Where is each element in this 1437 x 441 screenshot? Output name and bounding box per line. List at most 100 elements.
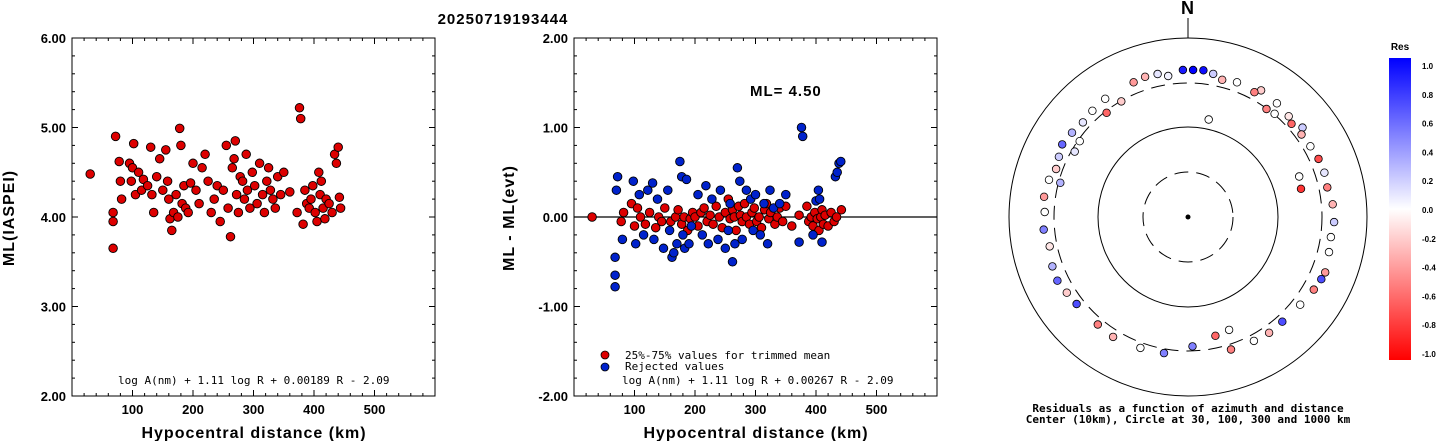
colorbar-tick-labels: 1.0 0.8 0.6 0.4 0.2 0.0 -0.2 -0.4 -0.6 -0.8 -1.0 xyxy=(1422,62,1436,359)
data-point xyxy=(635,212,646,222)
x-tick-label: 200 xyxy=(684,402,706,417)
data-point xyxy=(611,185,622,195)
data-point xyxy=(618,207,629,218)
data-point xyxy=(233,207,244,218)
data-points xyxy=(587,122,847,292)
colorbar-tick-label: 0.6 xyxy=(1422,120,1434,129)
data-point xyxy=(331,158,342,169)
data-point xyxy=(644,207,655,218)
data-point xyxy=(333,142,343,152)
data-point xyxy=(320,214,330,224)
colorbar-label: Res xyxy=(1391,42,1410,53)
data-point xyxy=(754,212,764,222)
residual-point xyxy=(1306,142,1315,151)
data-point xyxy=(188,158,198,169)
data-point xyxy=(265,185,276,195)
residual-point xyxy=(1053,276,1062,285)
data-point xyxy=(796,122,807,133)
residual-point xyxy=(1153,69,1162,79)
data-point xyxy=(108,207,118,218)
residual-point xyxy=(1317,275,1326,284)
data-point xyxy=(335,203,346,213)
ml-annotation: ML= 4.50 xyxy=(750,83,822,100)
data-point xyxy=(108,216,118,227)
x-tick-labels: 100 200 300 400 500 xyxy=(122,402,386,417)
data-point xyxy=(669,248,679,258)
residual-point xyxy=(1270,109,1279,118)
data-point xyxy=(759,198,769,209)
data-point xyxy=(629,221,640,231)
data-point xyxy=(686,221,697,231)
x-tick-label: 100 xyxy=(122,402,144,417)
residual-point xyxy=(1062,288,1071,297)
data-point xyxy=(270,203,281,213)
data-point xyxy=(725,198,735,209)
residual-point xyxy=(1048,262,1057,271)
data-point xyxy=(836,205,847,215)
data-point xyxy=(203,176,213,186)
x-tick-labels: 100 200 300 400 500 xyxy=(624,402,888,417)
residual-point xyxy=(1324,247,1334,257)
x-tick-label: 300 xyxy=(745,402,767,417)
data-point xyxy=(708,219,718,229)
data-point xyxy=(705,210,715,220)
data-point xyxy=(731,225,741,236)
residual-point xyxy=(1129,78,1138,87)
ring-outer xyxy=(1008,37,1368,397)
data-point xyxy=(836,156,846,167)
ring-100km xyxy=(1097,126,1279,308)
data-point xyxy=(252,198,262,209)
data-point xyxy=(808,230,818,240)
residual-point xyxy=(1287,119,1296,128)
formula-text: log A(nm) + 1.11 log R + 0.00189 R - 2.0… xyxy=(118,374,390,387)
data-point xyxy=(610,282,620,292)
data-point xyxy=(650,222,661,233)
data-point xyxy=(737,234,747,245)
residual-point xyxy=(1056,178,1065,187)
data-point xyxy=(681,174,692,185)
data-point xyxy=(257,189,268,200)
data-point xyxy=(294,103,305,113)
data-point xyxy=(221,140,232,151)
x-tick-label: 200 xyxy=(182,402,204,417)
residual-point xyxy=(1250,87,1259,97)
y-tick-label: -1.00 xyxy=(538,300,568,315)
x-tick-label: 100 xyxy=(624,402,646,417)
data-point xyxy=(817,237,827,247)
residual-point xyxy=(1224,325,1234,335)
y-tick-label: 2.00 xyxy=(41,389,66,404)
x-tick-label: 500 xyxy=(866,402,888,417)
data-point xyxy=(610,270,620,280)
data-point xyxy=(628,176,639,186)
residual-point xyxy=(1232,78,1242,87)
residual-point xyxy=(1159,348,1169,358)
center-point xyxy=(1185,214,1191,220)
data-point xyxy=(245,203,255,213)
figure-title: 20250719193444 xyxy=(438,11,569,28)
residual-point xyxy=(1262,104,1271,114)
data-point xyxy=(295,113,306,124)
y-tick-label: -2.00 xyxy=(538,389,568,404)
data-point xyxy=(647,178,658,188)
data-point xyxy=(314,167,324,178)
data-point xyxy=(215,216,225,227)
data-point xyxy=(634,189,645,200)
data-point xyxy=(164,194,174,204)
data-point xyxy=(128,138,139,149)
panel-ml-residual: -2.00 -1.00 0.00 1.00 2.00 100 200 300 400 500 M… xyxy=(501,31,938,441)
data-point xyxy=(209,194,219,204)
data-point xyxy=(237,176,248,186)
data-point xyxy=(781,189,791,200)
data-point xyxy=(197,163,207,173)
colorbar-tick-label: 0.4 xyxy=(1422,148,1434,157)
data-point xyxy=(176,140,186,151)
data-point xyxy=(254,158,265,169)
residual-point xyxy=(1088,106,1097,115)
data-point xyxy=(167,225,177,236)
data-point xyxy=(310,207,320,218)
colorbar-tick-label: -0.8 xyxy=(1422,321,1436,330)
data-point xyxy=(225,231,236,242)
y-tick-labels: -2.00 -1.00 0.00 1.00 2.00 xyxy=(538,31,568,404)
y-tick-label: 4.00 xyxy=(41,210,66,225)
data-point xyxy=(148,207,159,218)
